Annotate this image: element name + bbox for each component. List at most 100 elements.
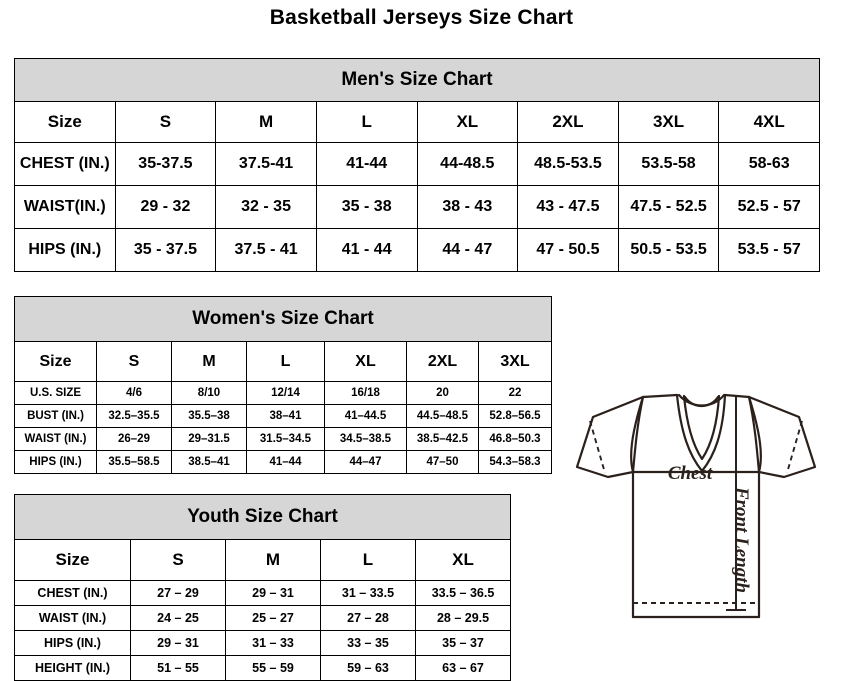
mens-cell-waist-l: 35 - 38 bbox=[315, 185, 418, 229]
womens-cell-hips-3xl: 54.3–58.3 bbox=[478, 450, 552, 474]
womens-cell-hips-2xl: 47–50 bbox=[406, 450, 479, 474]
mens-col-header-xl: XL bbox=[416, 101, 519, 143]
right-armhole bbox=[747, 395, 762, 474]
youth-cell-height-s: 51 – 55 bbox=[130, 655, 226, 681]
womens-cell-ussize-3xl: 22 bbox=[478, 381, 552, 405]
mens-col-header-4xl: 4XL bbox=[718, 101, 820, 143]
mens-cell-hips-3xl: 50.5 - 53.5 bbox=[617, 228, 720, 272]
youth-cell-chest-xl: 33.5 – 36.5 bbox=[414, 580, 512, 606]
womens-col-header-s: S bbox=[96, 341, 172, 382]
mens-row-label-waist: WAIST(IN.) bbox=[14, 185, 116, 229]
womens-cell-bust-xl: 41–44.5 bbox=[324, 404, 407, 428]
womens-chart-title: Women's Size Chart bbox=[14, 296, 552, 342]
womens-cell-bust-3xl: 52.8–56.5 bbox=[478, 404, 552, 428]
right-sleeve-outline bbox=[747, 395, 817, 479]
mens-col-header-3xl: 3XL bbox=[617, 101, 720, 143]
youth-row-label-height: HEIGHT (IN.) bbox=[14, 655, 131, 681]
youth-cell-hips-s: 29 – 31 bbox=[130, 630, 226, 656]
womens-cell-waist-s: 26–29 bbox=[96, 427, 172, 451]
womens-cell-ussize-xl: 16/18 bbox=[324, 381, 407, 405]
womens-col-header-xl: XL bbox=[324, 341, 407, 382]
youth-cell-height-xl: 63 – 67 bbox=[414, 655, 512, 681]
right-cuff-dash bbox=[786, 420, 803, 474]
youth-cell-hips-xl: 35 – 37 bbox=[414, 630, 512, 656]
mens-cell-chest-3xl: 53.5-58 bbox=[617, 142, 720, 186]
table-row: U.S. SIZE 4/6 8/10 12/14 16/18 20 22 bbox=[14, 381, 552, 405]
youth-cell-chest-l: 31 – 33.5 bbox=[320, 580, 416, 606]
womens-col-header-3xl: 3XL bbox=[478, 341, 552, 382]
table-row: HIPS (IN.) 35.5–58.5 38.5–41 41–44 44–47… bbox=[14, 450, 552, 474]
mens-row-label-hips: HIPS (IN.) bbox=[14, 228, 116, 272]
page-title: Basketball Jerseys Size Chart bbox=[269, 6, 574, 29]
mens-col-header-m: M bbox=[215, 101, 317, 143]
womens-chart-header-row: Size S M L XL 2XL 3XL bbox=[14, 341, 552, 382]
youth-chart-title: Youth Size Chart bbox=[13, 494, 512, 540]
table-row: HIPS (IN.) 29 – 31 31 – 33 33 – 35 35 – … bbox=[14, 630, 512, 656]
youth-size-chart-table: Youth Size Chart Size S M L XL CHEST (IN… bbox=[13, 494, 512, 681]
table-row: BUST (IN.) 32.5–35.5 35.5–38 38–41 41–44… bbox=[14, 404, 552, 428]
womens-cell-waist-m: 29–31.5 bbox=[171, 427, 247, 451]
youth-col-header-l: L bbox=[320, 539, 416, 581]
womens-cell-bust-l: 38–41 bbox=[246, 404, 325, 428]
mens-cell-waist-s: 29 - 32 bbox=[114, 185, 217, 229]
youth-cell-waist-m: 25 – 27 bbox=[225, 605, 321, 631]
womens-cell-bust-m: 35.5–38 bbox=[171, 404, 247, 428]
womens-cell-hips-m: 38.5–41 bbox=[171, 450, 247, 474]
womens-col-header-l: L bbox=[246, 341, 325, 382]
left-armhole bbox=[630, 395, 645, 474]
youth-cell-height-l: 59 – 63 bbox=[320, 655, 416, 681]
womens-chart-banner-row: Women's Size Chart bbox=[14, 296, 552, 342]
vneck-middle bbox=[682, 394, 721, 461]
mens-cell-waist-3xl: 47.5 - 52.5 bbox=[617, 185, 720, 229]
womens-cell-hips-s: 35.5–58.5 bbox=[96, 450, 172, 474]
womens-cell-bust-s: 32.5–35.5 bbox=[96, 404, 172, 428]
mens-cell-hips-l: 41 - 44 bbox=[315, 228, 418, 272]
mens-size-chart-table: Men's Size Chart Size S M L XL 2XL 3XL 4… bbox=[14, 58, 820, 272]
youth-row-label-chest: CHEST (IN.) bbox=[14, 580, 131, 606]
mens-cell-chest-xl: 44-48.5 bbox=[416, 142, 519, 186]
womens-size-chart-table: Women's Size Chart Size S M L XL 2XL 3XL… bbox=[14, 296, 552, 474]
womens-cell-waist-l: 31.5–34.5 bbox=[246, 427, 325, 451]
mens-cell-chest-m: 37.5-41 bbox=[215, 142, 317, 186]
mens-cell-hips-xl: 44 - 47 bbox=[416, 228, 519, 272]
mens-cell-hips-m: 37.5 - 41 bbox=[215, 228, 317, 272]
mens-cell-hips-2xl: 47 - 50.5 bbox=[517, 228, 619, 272]
mens-cell-chest-s: 35-37.5 bbox=[114, 142, 217, 186]
youth-col-header-m: M bbox=[225, 539, 321, 581]
mens-cell-hips-4xl: 53.5 - 57 bbox=[718, 228, 820, 272]
table-row: CHEST (IN.) 35-37.5 37.5-41 41-44 44-48.… bbox=[14, 142, 820, 186]
womens-cell-ussize-2xl: 20 bbox=[406, 381, 479, 405]
left-shoulder-line bbox=[641, 393, 679, 399]
mens-cell-hips-s: 35 - 37.5 bbox=[114, 228, 217, 272]
mens-cell-waist-xl: 38 - 43 bbox=[416, 185, 519, 229]
youth-row-label-hips: HIPS (IN.) bbox=[14, 630, 131, 656]
mens-col-header-l: L bbox=[315, 101, 418, 143]
youth-row-label-waist: WAIST (IN.) bbox=[14, 605, 131, 631]
womens-col-header-2xl: 2XL bbox=[406, 341, 479, 382]
mens-cell-chest-2xl: 48.5-53.5 bbox=[517, 142, 619, 186]
front-length-label: Front Length bbox=[731, 486, 752, 593]
womens-cell-ussize-m: 8/10 bbox=[171, 381, 247, 405]
womens-col-header-size: Size bbox=[14, 341, 97, 382]
jersey-measurement-diagram: Chest Front Length bbox=[553, 355, 838, 655]
womens-cell-hips-xl: 44–47 bbox=[324, 450, 407, 474]
womens-row-label-bust: BUST (IN.) bbox=[14, 404, 97, 428]
youth-cell-height-m: 55 – 59 bbox=[225, 655, 321, 681]
womens-cell-hips-l: 41–44 bbox=[246, 450, 325, 474]
womens-row-label-hips: HIPS (IN.) bbox=[14, 450, 97, 474]
youth-col-header-size: Size bbox=[14, 539, 131, 581]
mens-cell-waist-4xl: 52.5 - 57 bbox=[718, 185, 820, 229]
collar-arc-inner bbox=[683, 395, 720, 408]
womens-cell-waist-2xl: 38.5–42.5 bbox=[406, 427, 479, 451]
table-row: HEIGHT (IN.) 51 – 55 55 – 59 59 – 63 63 … bbox=[14, 655, 512, 681]
womens-cell-bust-2xl: 44.5–48.5 bbox=[406, 404, 479, 428]
mens-col-header-2xl: 2XL bbox=[517, 101, 619, 143]
youth-cell-hips-l: 33 – 35 bbox=[320, 630, 416, 656]
youth-cell-waist-s: 24 – 25 bbox=[130, 605, 226, 631]
chest-label: Chest bbox=[668, 463, 713, 484]
table-row: WAIST (IN.) 26–29 29–31.5 31.5–34.5 34.5… bbox=[14, 427, 552, 451]
womens-cell-waist-3xl: 46.8–50.3 bbox=[478, 427, 552, 451]
mens-chart-header-row: Size S M L XL 2XL 3XL 4XL bbox=[14, 101, 820, 143]
mens-chart-banner-row: Men's Size Chart bbox=[14, 58, 820, 102]
youth-col-header-s: S bbox=[130, 539, 226, 581]
